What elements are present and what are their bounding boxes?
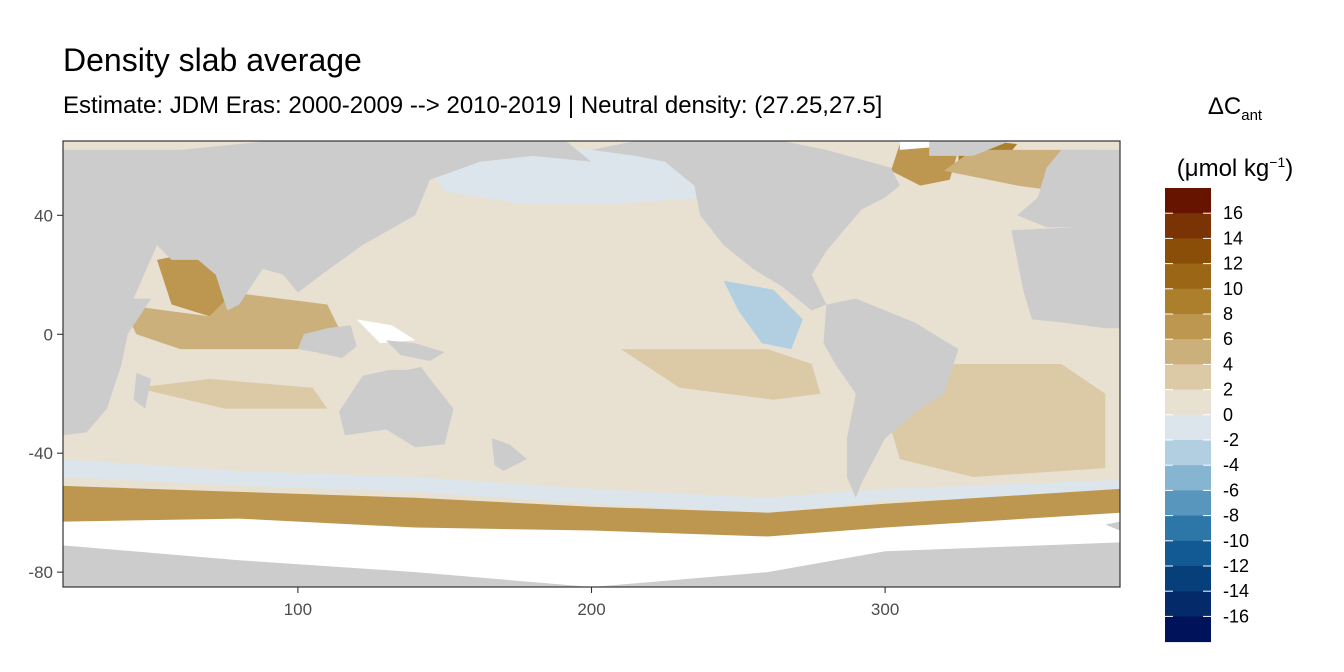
colorbar-swatch — [1165, 414, 1211, 441]
x-tick-label: 200 — [577, 600, 605, 619]
y-tick-label: 40 — [34, 206, 53, 225]
region-indian-ocean-20s — [136, 378, 328, 409]
land-mass — [297, 325, 357, 359]
y-tick-label: -40 — [28, 444, 53, 463]
y-tick-label: 0 — [44, 325, 53, 344]
region-southern-ocean-front — [63, 459, 1120, 513]
chart-title: Density slab average — [63, 42, 362, 78]
region-north-pacific-subpolar — [415, 149, 739, 204]
colorbar-swatch — [1165, 263, 1211, 290]
land-mass — [386, 340, 445, 361]
colorbar-label: -16 — [1223, 606, 1249, 626]
land-mass — [339, 367, 454, 448]
colorbar-label: 2 — [1223, 380, 1233, 400]
legend-unit-prefix: (μmol kg — [1176, 154, 1270, 182]
region-eastern-tropical-pacific — [723, 280, 803, 350]
colorbar-label: -8 — [1223, 506, 1239, 526]
land-mass — [1090, 518, 1120, 531]
colorbar-swatch — [1165, 465, 1211, 491]
y-tick-label: -80 — [28, 563, 53, 582]
colorbar-label: -14 — [1223, 581, 1249, 601]
colorbar-swatch — [1165, 540, 1211, 567]
colorbar-swatch — [1165, 515, 1211, 542]
land-mass — [929, 141, 1010, 156]
colorbar-label: 12 — [1223, 254, 1243, 274]
colorbar-swatch — [1165, 364, 1211, 391]
region-south-pacific-subtropical — [620, 349, 821, 400]
land-mass — [133, 372, 152, 409]
colorbar-swatch — [1165, 616, 1211, 643]
region-indian-ocean-north — [121, 292, 342, 350]
legend-title-sub: ant — [1241, 106, 1263, 124]
x-tick-label: 100 — [284, 600, 312, 619]
chart-subtitle: Estimate: JDM Eras: 2000-2009 --> 2010-2… — [63, 92, 883, 119]
land-mass — [63, 141, 592, 436]
colorbar-label: -2 — [1223, 430, 1239, 450]
colorbar-label: -10 — [1223, 531, 1249, 551]
land-mass — [1017, 149, 1120, 246]
land-mass — [1011, 227, 1120, 329]
region-north-atlantic-subtropical — [820, 200, 1047, 275]
map-plot-area — [63, 141, 1120, 587]
land-mass — [63, 542, 1120, 587]
colorbar-swatch — [1165, 490, 1211, 517]
colorbar-label: 8 — [1223, 304, 1233, 324]
colorbar-swatch — [1165, 288, 1211, 315]
colorbar-label: -6 — [1223, 480, 1239, 500]
legend-title: ΔCant (μmol kg−1) — [1160, 84, 1310, 192]
colorbar-swatch — [1165, 188, 1211, 214]
colorbar-swatch — [1165, 213, 1211, 239]
colorbar-swatch — [1165, 238, 1211, 265]
colorbar-label: -12 — [1223, 556, 1249, 576]
colorbar-label: 6 — [1223, 329, 1233, 349]
colorbar-swatch — [1165, 389, 1211, 416]
legend-unit-sup: −1 — [1269, 153, 1286, 170]
legend-title-main: ΔC — [1207, 93, 1242, 120]
land-mass — [591, 141, 900, 311]
colorbar-label: -4 — [1223, 455, 1239, 475]
colorbar-swatch — [1165, 566, 1211, 592]
colorbar-label: 0 — [1223, 405, 1233, 425]
colorbar-swatch — [1165, 314, 1211, 340]
colorbar-label: 16 — [1223, 203, 1243, 223]
colorbar-swatch — [1165, 339, 1211, 365]
legend-unit-suffix: ) — [1285, 154, 1294, 182]
x-tick-label: 300 — [871, 600, 899, 619]
land-mass — [823, 298, 959, 498]
colorbar-swatch — [1165, 440, 1211, 466]
land-mass — [491, 438, 527, 471]
no-data-patch — [356, 319, 416, 344]
colorbar-label: 4 — [1223, 354, 1233, 374]
colorbar-swatch — [1165, 591, 1211, 617]
colorbar-label: 10 — [1223, 279, 1243, 299]
colorbar-label: 14 — [1223, 228, 1243, 248]
